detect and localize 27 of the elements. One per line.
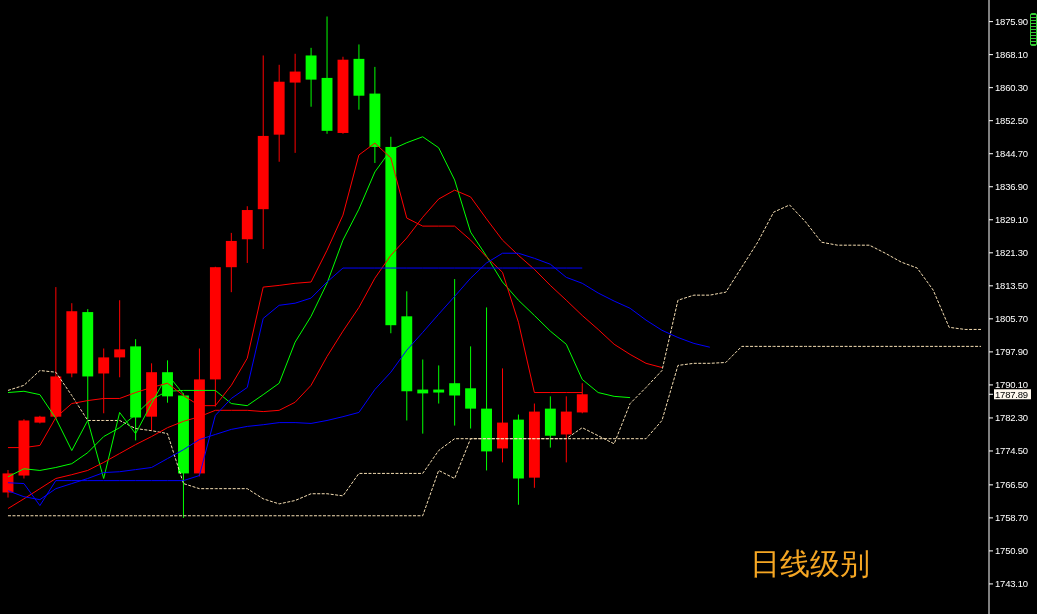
y-tick-label: 1875.90 bbox=[995, 16, 1028, 28]
candlestick bbox=[449, 278, 461, 427]
y-tick-label: 1821.30 bbox=[995, 247, 1028, 259]
candlestick bbox=[465, 345, 477, 430]
candlestick bbox=[289, 53, 301, 154]
y-tick-label: 1782.30 bbox=[995, 412, 1028, 424]
y-tick-label: 1844.70 bbox=[995, 148, 1028, 160]
annotation: 日线级别 bbox=[750, 545, 870, 583]
candlestick bbox=[114, 299, 126, 378]
y-tick-label: 1852.50 bbox=[995, 115, 1028, 127]
y-tick-label: 1790.10 bbox=[995, 379, 1028, 391]
y-tick-label: 1750.90 bbox=[995, 545, 1028, 557]
y-tick-label: 1868.10 bbox=[995, 49, 1028, 61]
y-tick-label: 1813.50 bbox=[995, 280, 1028, 292]
y-tick-label: 1758.70 bbox=[995, 512, 1028, 524]
candlestick bbox=[560, 395, 572, 463]
y-tick-label: 1829.10 bbox=[995, 214, 1028, 226]
y-tick-label: 1805.70 bbox=[995, 313, 1028, 325]
y-tick-label: 1797.90 bbox=[995, 346, 1028, 358]
y-tick-label: 1743.10 bbox=[995, 578, 1028, 590]
y-tick-label: 1836.90 bbox=[995, 181, 1028, 193]
y-tick-label: 1860.30 bbox=[995, 82, 1028, 94]
candlestick bbox=[433, 364, 445, 405]
y-tick-label: 1766.50 bbox=[995, 479, 1028, 491]
candlestick bbox=[98, 348, 110, 414]
y-tick-label: 1787.89 bbox=[995, 388, 1028, 400]
y-tick-label: 1774.50 bbox=[995, 445, 1028, 457]
